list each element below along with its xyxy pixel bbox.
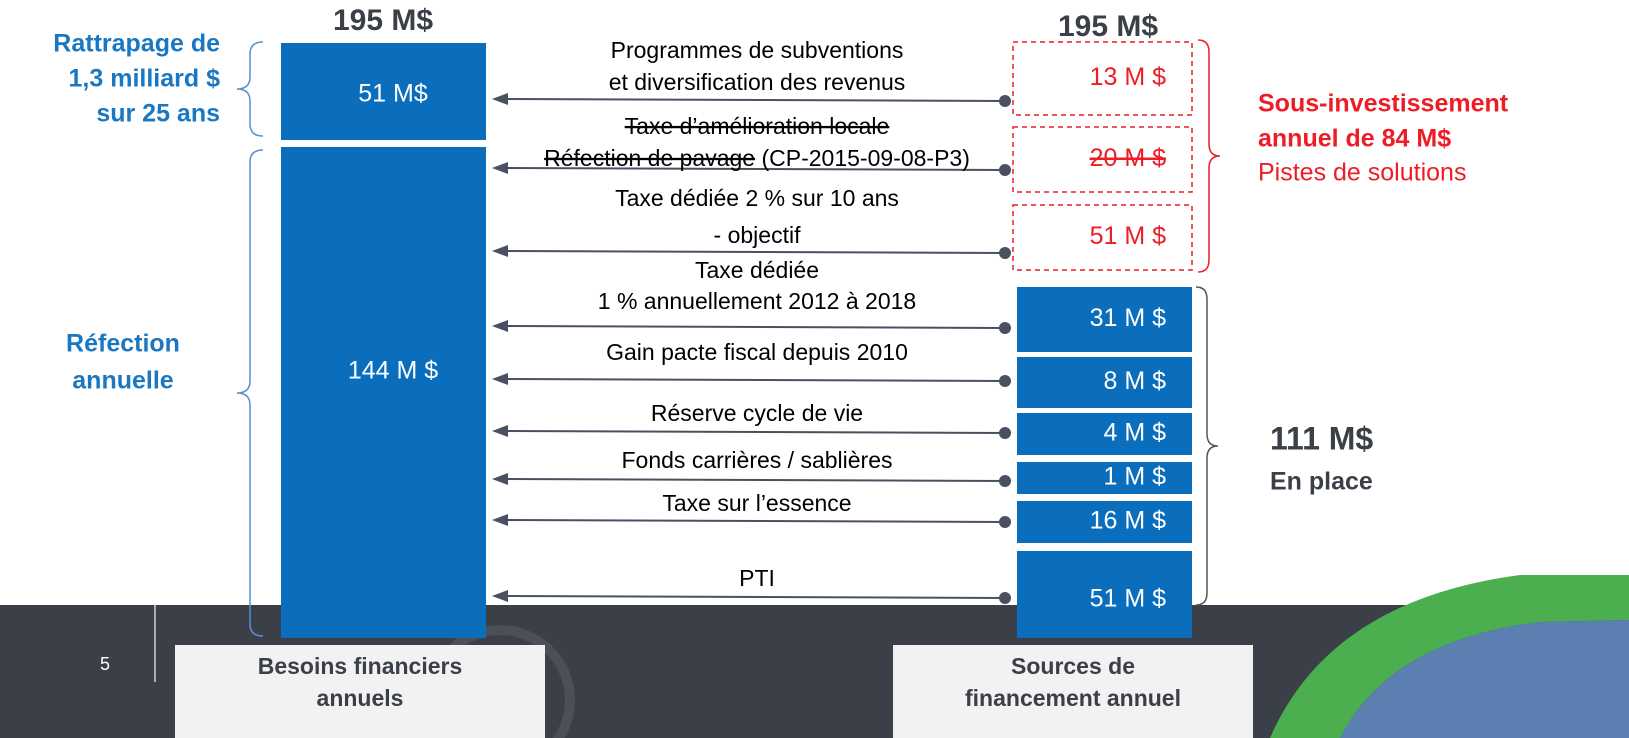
arrow-head bbox=[492, 514, 508, 526]
page-number: 5 bbox=[100, 654, 110, 674]
source-label: 1 % annuellement 2012 à 2018 bbox=[598, 288, 916, 314]
source-label-part: (CP-2015-09-08-P3) bbox=[762, 145, 970, 171]
total-label: 195 M$ bbox=[333, 4, 433, 37]
caption: financement annuel bbox=[965, 685, 1181, 711]
arrow-dot bbox=[999, 427, 1011, 439]
source-label: Fonds carrières / sablières bbox=[622, 447, 893, 473]
source-label: PTI bbox=[739, 565, 775, 591]
summary-title: annuel de 84 M$ bbox=[1258, 125, 1451, 153]
source-label: Réserve cycle de vie bbox=[651, 400, 863, 426]
section-label: Rattrapage de bbox=[53, 30, 220, 58]
source-label: et diversification des revenus bbox=[609, 69, 906, 95]
source-label-part: Réfection de pavage bbox=[544, 145, 755, 171]
source-label: Programmes de subventions bbox=[611, 37, 904, 63]
arrow bbox=[505, 479, 1005, 481]
arrow bbox=[505, 326, 1005, 328]
arrow-head bbox=[492, 320, 508, 332]
arrow-head bbox=[492, 245, 508, 257]
arrow-head bbox=[492, 373, 508, 385]
section-label: Réfection bbox=[66, 330, 180, 358]
caption: annuels bbox=[317, 685, 404, 711]
section-label: annuelle bbox=[72, 367, 174, 395]
arrow-head bbox=[492, 425, 508, 437]
brace bbox=[237, 150, 263, 636]
arrow bbox=[505, 251, 1005, 253]
summary-title: Sous-investissement bbox=[1258, 90, 1509, 118]
need-amount: 51 M$ bbox=[358, 80, 428, 108]
brace bbox=[1196, 287, 1218, 605]
arrow-head bbox=[492, 473, 508, 485]
section-label: sur 25 ans bbox=[96, 100, 220, 128]
source-amount: 4 M $ bbox=[1103, 419, 1166, 447]
arrow bbox=[505, 99, 1005, 101]
arrow-dot bbox=[999, 322, 1011, 334]
arrow bbox=[505, 520, 1005, 522]
source-amount: 31 M $ bbox=[1090, 304, 1167, 332]
arrow-head bbox=[492, 93, 508, 105]
source-label: - objectif bbox=[714, 222, 802, 248]
arrow-dot bbox=[999, 95, 1011, 107]
arrow-dot bbox=[999, 247, 1011, 259]
source-amount: 1 M $ bbox=[1103, 463, 1166, 491]
source-amount: 20 M $ bbox=[1090, 144, 1167, 172]
arrow bbox=[505, 596, 1005, 598]
summary-total: 111 M$ bbox=[1270, 420, 1373, 456]
source-label: Taxe sur l’essence bbox=[662, 490, 851, 516]
total-label: 195 M$ bbox=[1058, 10, 1158, 43]
source-amount: 8 M $ bbox=[1103, 367, 1166, 395]
source-amount: 51 M $ bbox=[1090, 585, 1167, 613]
source-label: Réfection de pavage (CP-2015-09-08-P3) bbox=[544, 145, 970, 171]
source-label: Taxe dédiée bbox=[695, 257, 819, 283]
arrow-head bbox=[492, 162, 508, 174]
caption: Sources de bbox=[1011, 653, 1135, 679]
arrow bbox=[505, 431, 1005, 433]
slide: 195 M$ 195 M$ Rattrapage de 1,3 milliard $ s… bbox=[0, 0, 1629, 738]
need-block bbox=[281, 147, 486, 638]
arrow-head bbox=[492, 590, 508, 602]
arrow-dot bbox=[999, 475, 1011, 487]
brace bbox=[237, 42, 263, 136]
source-label: Taxe d’amélioration locale bbox=[625, 113, 890, 139]
need-amount: 144 M $ bbox=[348, 357, 438, 385]
summary-subtitle: Pistes de solutions bbox=[1258, 159, 1466, 187]
section-label: 1,3 milliard $ bbox=[69, 65, 221, 93]
caption: Besoins financiers bbox=[258, 653, 463, 679]
brace bbox=[1198, 40, 1220, 272]
summary-subtitle: En place bbox=[1270, 468, 1373, 496]
arrow-dot bbox=[999, 375, 1011, 387]
arrow-dot bbox=[999, 164, 1011, 176]
source-amount: 51 M $ bbox=[1090, 222, 1167, 250]
source-amount: 16 M $ bbox=[1090, 507, 1167, 535]
source-amount: 13 M $ bbox=[1090, 63, 1167, 91]
arrow-dot bbox=[999, 516, 1011, 528]
source-label: Taxe dédiée 2 % sur 10 ans bbox=[615, 185, 899, 211]
arrow bbox=[505, 379, 1005, 381]
arrow-dot bbox=[999, 592, 1011, 604]
source-label: Gain pacte fiscal depuis 2010 bbox=[606, 339, 908, 365]
